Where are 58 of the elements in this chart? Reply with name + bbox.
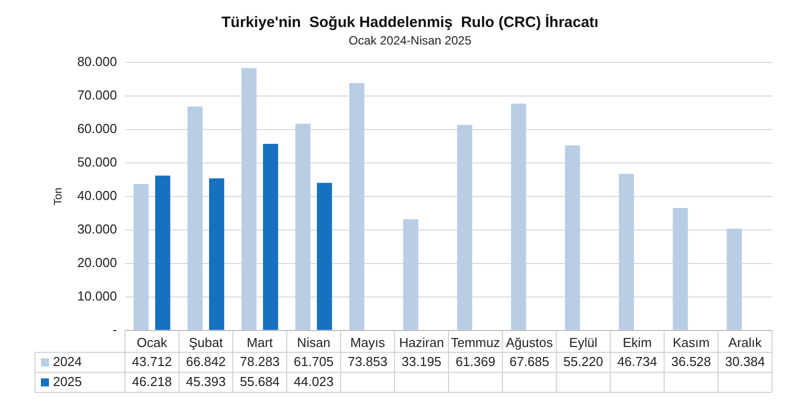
bar [403,219,418,330]
x-tick-label: Nisan [297,334,330,350]
data-label: 61.705 [294,354,334,369]
x-tick-label: Şubat [188,334,224,350]
legend-label: 2025 [52,374,82,389]
bar [511,104,526,330]
data-label: 33.195 [402,354,442,369]
data-label: 46.734 [617,354,658,369]
data-label: 45.393 [186,374,226,389]
x-tick-label: Eylül [569,334,598,350]
bar [672,208,688,330]
data-label: 43.712 [132,354,172,369]
bar [209,178,224,330]
bar [618,174,634,330]
bar [188,106,203,330]
bar [316,182,332,330]
y-tick-label: - [112,322,117,337]
data-label: 61.369 [456,354,496,369]
y-tick-label: 30.000 [77,221,117,236]
y-axis-title: Ton [52,188,65,206]
data-label: 67.685 [509,354,550,369]
y-tick-label: 80.000 [77,54,117,69]
bar [564,145,580,330]
legend-label: 2024 [52,354,82,369]
x-tick-label: Ocak [136,334,168,350]
x-tick-label: Mayıs [350,334,386,350]
data-label: 44.023 [294,374,334,389]
bar [155,176,170,330]
bar [349,82,364,330]
data-label: 30.384 [725,354,765,369]
x-tick-label: Haziran [399,334,444,350]
y-tick-label: 60.000 [77,120,117,136]
data-label: 78.283 [240,354,280,369]
y-tick-label: 70.000 [77,87,117,102]
chart-subtitle: Ocak 2024-Nisan 2025 [348,34,472,48]
bar [262,144,278,330]
bar [457,124,472,330]
y-tick-label: 40.000 [77,188,117,203]
bar [726,228,742,330]
y-tick-label: 10.000 [77,288,117,304]
data-label: 55.220 [563,354,604,369]
data-label: 46.218 [132,374,172,389]
data-label: 55.684 [240,374,280,389]
data-label: 36.528 [671,354,712,369]
bar [134,184,149,330]
x-tick-label: Mart [246,334,274,350]
x-tick-label: Ekim [622,334,652,350]
y-tick-label: 50.000 [77,154,117,170]
data-label: 73.853 [348,354,388,369]
x-tick-label: Aralık [728,334,762,350]
data-label: 66.842 [186,354,226,369]
y-tick-label: 20.000 [77,254,117,270]
x-tick-label: Kasım [672,334,710,350]
bar [295,124,310,330]
bar [241,68,257,330]
x-tick-label: Ağustos [506,334,554,350]
chart-title: Türkiye'nin Soğuk Haddelenmiş Rulo (CRC) İhracatı [222,14,598,32]
x-tick-label: Temmuz [450,334,500,350]
